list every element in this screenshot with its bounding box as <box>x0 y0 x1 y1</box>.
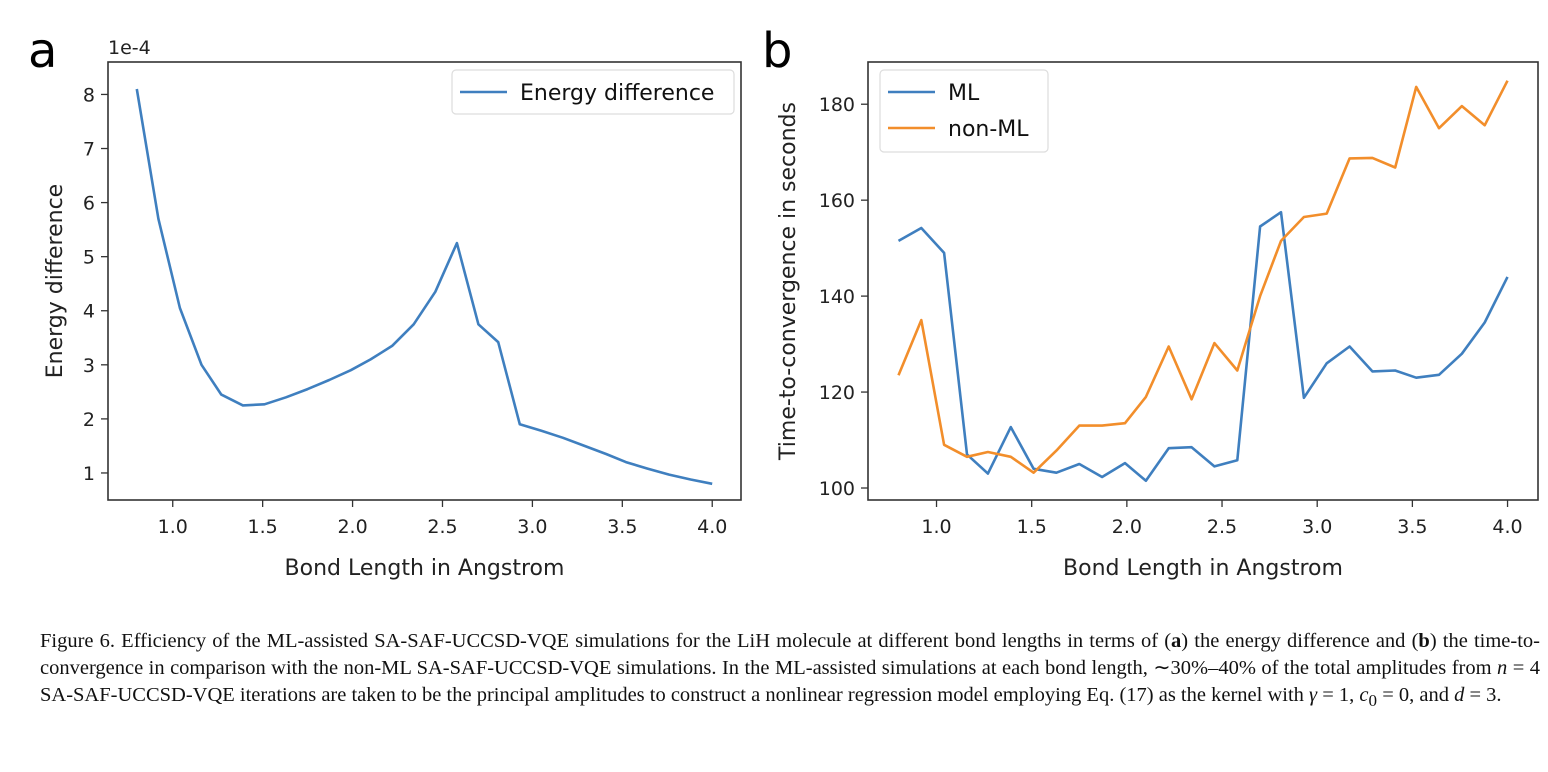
x-tick-label: 1.5 <box>1017 516 1047 538</box>
x-tick-label: 1.0 <box>158 516 188 538</box>
x-tick-label: 1.0 <box>921 516 951 538</box>
x-tick-label: 2.0 <box>1112 516 1142 538</box>
caption-panel-b: b <box>1418 630 1430 652</box>
x-tick-label: 3.0 <box>1302 516 1332 538</box>
panel-label: a <box>28 23 57 79</box>
legend-label: ML <box>948 81 980 106</box>
y-axis-label: Time-to-convergence in seconds <box>776 102 801 461</box>
x-tick-label: 2.5 <box>427 516 457 538</box>
chart-panel-b: b 1.0 1.5 2.0 2.5 3.0 3.5 4.0 100 120 140 160 180 Bon… <box>762 23 1539 581</box>
y-tick-label: 160 <box>819 190 855 212</box>
plot-frame <box>867 61 1539 501</box>
legend-frame <box>451 69 735 115</box>
y-axis-offset-text: 1e-4 <box>108 37 151 59</box>
y-tick-label: 100 <box>819 478 855 500</box>
panel-label: b <box>762 23 792 79</box>
figure-caption: Figure 6. Efficiency of the ML-assisted … <box>40 628 1540 714</box>
y-tick-label: 140 <box>819 286 855 308</box>
y-tick-label: 4 <box>83 301 95 323</box>
caption-math: d <box>1454 684 1465 706</box>
x-tick-label: 4.0 <box>697 516 727 538</box>
caption-text: ) the energy difference and ( <box>1181 630 1419 652</box>
legend: Energy difference <box>451 69 735 115</box>
caption-math: γ <box>1309 684 1318 706</box>
x-tick-label: 3.5 <box>607 516 637 538</box>
y-tick-label: 5 <box>83 247 95 269</box>
caption-panel-a: a <box>1171 630 1182 652</box>
caption-text: = 1, <box>1317 684 1360 706</box>
y-tick-label: 180 <box>819 94 855 116</box>
x-tick-label: 3.0 <box>517 516 547 538</box>
series-line-energy-difference <box>135 88 713 486</box>
x-tick-label: 2.5 <box>1207 516 1237 538</box>
x-tick-label: 2.0 <box>337 516 367 538</box>
caption-text: = 4 SA-SAF-UCCSD-VQE iterations are take… <box>40 657 1541 706</box>
x-tick-label: 3.5 <box>1397 516 1427 538</box>
caption-math: 0 <box>1368 691 1378 711</box>
x-tick-label: 1.5 <box>248 516 278 538</box>
figure: a 1.0 1.5 2.0 2.5 3.0 3.5 4.0 1 2 3 4 5 6 7 8 Bond Lengt… <box>28 23 1539 581</box>
caption-math: c <box>1359 684 1369 706</box>
caption-text: ) the time-to-convergence in comparison … <box>40 630 1540 679</box>
series-line-ml <box>897 210 1509 483</box>
chart-panel-a: a 1.0 1.5 2.0 2.5 3.0 3.5 4.0 1 2 3 4 5 6 7 8 Bond Lengt… <box>28 23 742 581</box>
y-tick-label: 8 <box>83 84 95 106</box>
plot-frame <box>107 61 742 501</box>
caption-text: = 0, and <box>1377 684 1455 706</box>
y-axis-label: Energy difference <box>43 184 68 378</box>
legend-label: non-ML <box>948 117 1029 142</box>
y-tick-label: 7 <box>83 139 95 161</box>
x-axis-label: Bond Length in Angstrom <box>285 556 565 581</box>
y-tick-label: 6 <box>83 193 95 215</box>
x-axis-label: Bond Length in Angstrom <box>1063 556 1343 581</box>
caption-text: = 3. <box>1464 684 1502 706</box>
caption-text: Figure 6. Efficiency of the ML-assisted … <box>40 630 1172 652</box>
y-tick-label: 3 <box>83 355 95 377</box>
x-tick-label: 4.0 <box>1492 516 1522 538</box>
legend-label: Energy difference <box>520 81 714 106</box>
y-tick-label: 120 <box>819 382 855 404</box>
legend-frame <box>879 69 1049 153</box>
y-tick-label: 1 <box>83 463 95 485</box>
legend: ML non-ML <box>879 69 1049 153</box>
y-tick-label: 2 <box>83 409 95 431</box>
caption-math: n <box>1497 657 1508 679</box>
series-line-non-ml <box>897 80 1509 475</box>
